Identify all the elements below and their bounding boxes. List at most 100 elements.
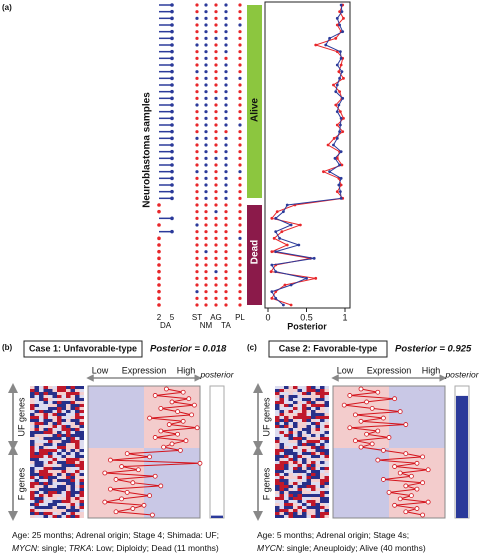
heatmap-cell (324, 503, 329, 506)
tick-label: NM (200, 321, 213, 330)
heatmap-cell (306, 419, 311, 422)
heatmap-cell (324, 479, 329, 482)
feature-dot (214, 90, 218, 94)
feature-dot (214, 290, 218, 294)
heatmap-cell (70, 392, 75, 395)
heatmap-cell (275, 491, 280, 494)
heatmap-cell (57, 419, 62, 422)
heatmap-cell (306, 404, 311, 407)
heatmap-cell (315, 491, 320, 494)
heatmap-cell (34, 443, 39, 446)
feature-dot (224, 176, 228, 180)
heatmap-cell (79, 416, 84, 419)
heatmap-cell (70, 503, 75, 506)
feature-dot (214, 210, 218, 214)
heatmap-cell (284, 509, 289, 512)
expression-point (397, 496, 403, 502)
heatmap-cell (324, 392, 329, 395)
heatmap-cell (284, 434, 289, 437)
heatmap-cell (302, 494, 307, 497)
heatmap-cell (284, 503, 289, 506)
feature-dot (238, 216, 242, 220)
region (88, 386, 144, 448)
heatmap-cell (324, 509, 329, 512)
heatmap-cell (52, 398, 57, 401)
heatmap-cell (311, 440, 316, 443)
heatmap-cell (61, 422, 66, 425)
heatmap-cell (311, 392, 316, 395)
heatmap-cell (293, 389, 298, 392)
heatmap-cell (70, 446, 75, 449)
posterior-dot (339, 196, 343, 200)
heatmap-cell (61, 491, 66, 494)
heatmap-cell (43, 440, 48, 443)
feature-dot (195, 50, 199, 54)
heatmap-cell (52, 464, 57, 467)
heatmap-cell (52, 422, 57, 425)
heatmap-cell (279, 482, 284, 485)
heatmap-cell (320, 473, 325, 476)
heatmap-cell (284, 455, 289, 458)
heatmap-cell (293, 515, 298, 518)
heatmap-cell (279, 440, 284, 443)
heatmap-cell (66, 401, 71, 404)
heatmap-cell (297, 437, 302, 440)
heatmap-cell (52, 431, 57, 434)
heatmap-cell (288, 386, 293, 389)
heatmap-cell (43, 464, 48, 467)
heatmap-cell (48, 488, 53, 491)
da-dot (170, 163, 174, 167)
heatmap-cell (70, 452, 75, 455)
feature-dot (224, 136, 228, 140)
heatmap-cell (48, 401, 53, 404)
heatmap-cell (79, 503, 84, 506)
posterior-dot (337, 183, 341, 187)
feature-dot (224, 183, 228, 187)
heatmap-cell (70, 431, 75, 434)
feature-dot (204, 110, 208, 114)
heatmap-cell (275, 488, 280, 491)
heatmap-cell (79, 440, 84, 443)
heatmap-cell (275, 494, 280, 497)
heatmap-cell (315, 512, 320, 515)
heatmap-cell (52, 479, 57, 482)
heatmap-cell (324, 512, 329, 515)
heatmap-cell (30, 470, 35, 473)
heatmap-cell (30, 422, 35, 425)
heatmap-cell (61, 509, 66, 512)
feature-dot (214, 190, 218, 194)
title-box (268, 340, 388, 358)
feature-dot (214, 203, 218, 207)
heatmap-cell (284, 389, 289, 392)
heatmap-cell (39, 395, 44, 398)
heatmap-cell (39, 389, 44, 392)
feature-dot (195, 256, 199, 260)
heatmap-cell (297, 389, 302, 392)
heatmap-cell (275, 440, 280, 443)
feature-dot (238, 10, 242, 14)
heatmap-cell (79, 404, 84, 407)
feature-dot (224, 270, 228, 274)
posterior-dot (328, 170, 331, 174)
posterior-dot (338, 90, 342, 94)
heatmap-cell (66, 437, 71, 440)
heatmap-cell (306, 467, 311, 470)
feature-dot (238, 30, 242, 34)
heatmap-cell (324, 506, 329, 509)
heatmap-cell (52, 473, 57, 476)
posterior-dot (326, 143, 330, 147)
heatmap-cell (297, 455, 302, 458)
heatmap-cell (30, 398, 35, 401)
heatmap-cell (52, 491, 57, 494)
feature-dot (224, 203, 228, 207)
heatmap-cell (293, 446, 298, 449)
feature-dot (204, 76, 208, 80)
heatmap-cell (293, 416, 298, 419)
heatmap-cell (279, 515, 284, 518)
heatmap-cell (302, 395, 307, 398)
heatmap-cell (320, 500, 325, 503)
heatmap-cell (70, 386, 75, 389)
da-dot (170, 23, 174, 27)
heatmap-cell (315, 452, 320, 455)
heatmap-cell (324, 398, 329, 401)
